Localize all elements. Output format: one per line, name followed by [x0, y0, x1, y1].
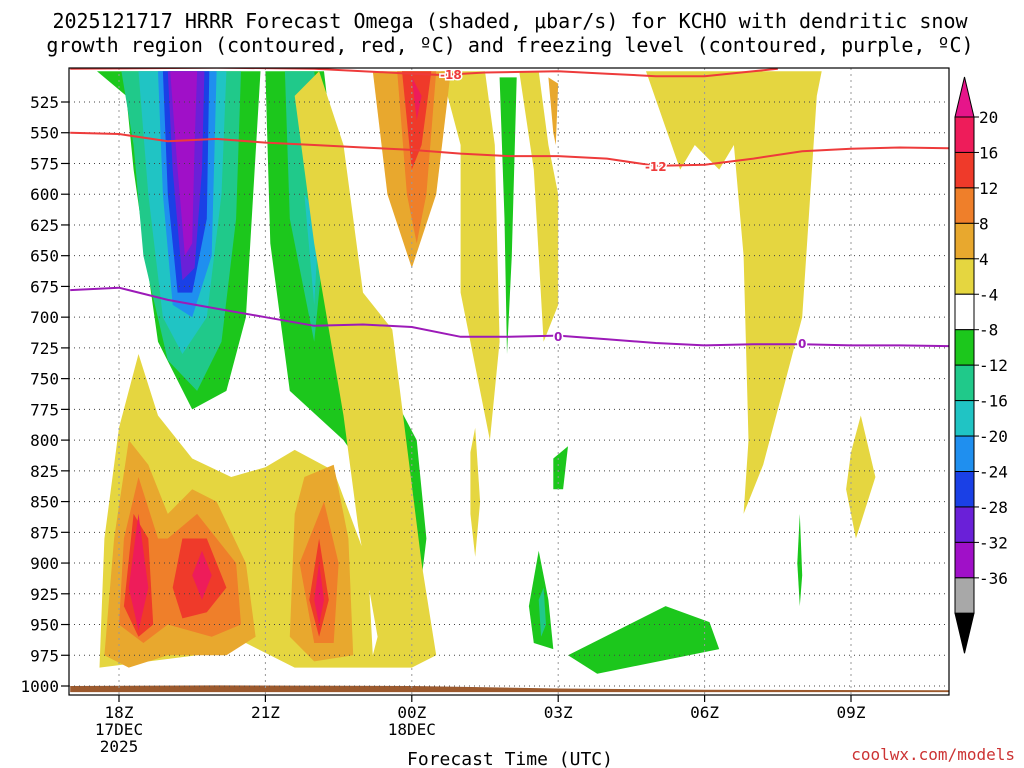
y-tick-label-8: 725	[30, 339, 59, 358]
contour-label-0-0: -18	[440, 68, 462, 82]
site-credit: coolwx.com/models	[851, 745, 1015, 764]
y-tick-label-4: 625	[30, 216, 59, 235]
x-tick-label-1-0: 21Z	[251, 703, 280, 722]
omega-region-10	[499, 77, 517, 355]
omega-region-11	[553, 446, 568, 490]
colorbar-label-11: -28	[979, 498, 1008, 517]
omega-region-29	[402, 71, 432, 170]
omega-region-21	[846, 415, 876, 539]
contour-label-2-1: 0	[798, 337, 806, 351]
colorbar-box-10	[954, 471, 975, 508]
colorbar-label-8: -16	[979, 392, 1008, 411]
colorbar-box-6	[954, 329, 975, 366]
colorbar-label-3: 8	[979, 214, 989, 233]
omega-region-20	[470, 427, 481, 557]
colorbar-label-13: -36	[979, 569, 1008, 588]
ground-surface	[70, 685, 949, 693]
x-tick-label-0-2: 2025	[100, 737, 139, 756]
y-tick-label-0: 525	[30, 93, 59, 112]
colorbar-label-2: 12	[979, 179, 998, 198]
colorbar: 20 16 12 8 4 -4 -8 -12 -16 -20 -24 -28 -32 -36	[954, 76, 1008, 654]
colorbar-top-arrow	[954, 76, 975, 118]
omega-region-15	[797, 513, 803, 607]
colorbar-label-9: -20	[979, 427, 1008, 446]
colorbar-label-5: -4	[979, 285, 998, 304]
y-tick-label-10: 775	[30, 400, 59, 419]
colorbar-label-1: 16	[979, 143, 998, 162]
contour-line-1	[70, 131, 949, 167]
colorbar-box-5	[954, 293, 975, 331]
x-tick-label-4-0: 06Z	[690, 703, 719, 722]
y-tick-label-5: 650	[30, 247, 59, 266]
y-tick-label-1: 550	[30, 124, 59, 143]
contour-line-0	[70, 68, 778, 78]
x-tick-label-3-0: 03Z	[544, 703, 573, 722]
ground-layer	[70, 685, 949, 693]
plot-frame	[68, 67, 950, 696]
y-tick-label-15: 900	[30, 554, 59, 573]
colorbar-box-4	[954, 258, 975, 295]
omega-region-33	[411, 77, 422, 121]
y-tick-label-12: 825	[30, 462, 59, 481]
contour-line-2	[70, 286, 949, 348]
y-tick-label-2: 575	[30, 154, 59, 173]
colorbar-box-3	[954, 222, 975, 260]
colorbar-box-2	[954, 187, 975, 224]
y-tick-label-6: 675	[30, 277, 59, 296]
colorbar-label-0: 20	[979, 108, 998, 127]
contour-lines: -18 -12 0 0	[70, 68, 949, 353]
x-tick-label-5-0: 09Z	[837, 703, 866, 722]
y-tick-label-3: 600	[30, 185, 59, 204]
x-tick-label-2-0: 00Z	[397, 703, 426, 722]
colorbar-bottom-arrow	[954, 612, 975, 654]
x-axis-label: Forecast Time (UTC)	[407, 749, 613, 768]
y-tick-label-7: 700	[30, 308, 59, 327]
y-tick-label-19: 1000	[20, 677, 59, 696]
x-tick-label-0-1: 17DEC	[95, 720, 143, 739]
y-tick-label-9: 750	[30, 370, 59, 389]
y-tick-label-13: 850	[30, 493, 59, 512]
contour-label-2-0: 0	[554, 330, 562, 344]
y-tick-label-11: 800	[30, 431, 59, 450]
colorbar-box-11	[954, 506, 975, 543]
y-tick-label-14: 875	[30, 523, 59, 542]
x-tick-label-2-1: 18DEC	[388, 720, 436, 739]
y-axis: 525 550 575 600 625 650 675 700 725 750 775 800 825 8…	[20, 93, 69, 696]
omega-region-34	[128, 513, 149, 631]
omega-shading	[97, 71, 876, 674]
omega-region-25	[548, 77, 559, 145]
contour-label-1-0: -12	[645, 160, 667, 174]
gridlines	[69, 68, 949, 695]
colorbar-label-4: 4	[979, 250, 989, 269]
omega-region-18	[519, 71, 559, 342]
colorbar-box-13	[954, 577, 975, 614]
colorbar-box-7	[954, 364, 975, 402]
colorbar-box-0	[954, 116, 975, 153]
colorbar-label-12: -32	[979, 533, 1008, 552]
y-tick-label-17: 950	[30, 616, 59, 635]
colorbar-box-1	[954, 151, 975, 189]
x-tick-label-0-0: 18Z	[105, 703, 134, 722]
chart-title-line1: 2025121717 HRRR Forecast Omega (shaded, …	[52, 9, 968, 33]
omega-region-19	[646, 71, 822, 514]
colorbar-label-6: -8	[979, 321, 998, 340]
omega-region-6	[170, 71, 198, 256]
colorbar-label-10: -24	[979, 463, 1008, 482]
colorbar-label-7: -12	[979, 356, 1008, 375]
chart-title-line2: growth region (contoured, red, ºC) and f…	[46, 33, 973, 57]
colorbar-box-9	[954, 435, 975, 472]
omega-region-35	[192, 550, 212, 600]
y-tick-label-16: 925	[30, 585, 59, 604]
omega-region-14	[568, 606, 720, 674]
colorbar-box-8	[954, 400, 975, 437]
y-tick-label-18: 975	[30, 646, 59, 665]
colorbar-box-12	[954, 541, 975, 579]
